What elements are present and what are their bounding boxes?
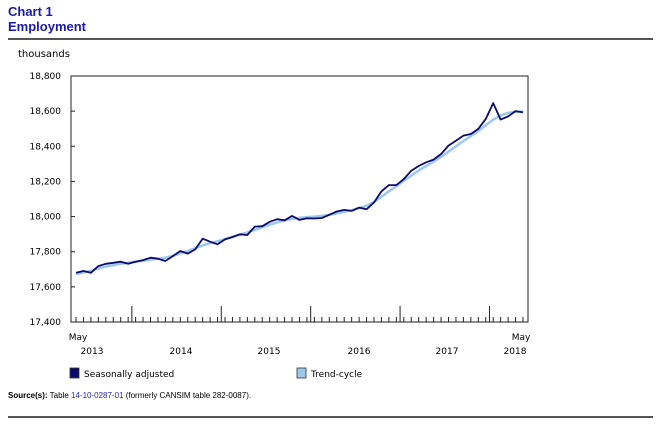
source-label: Source(s): <box>8 391 48 400</box>
series-line-seasonally-adjusted <box>75 102 524 274</box>
source-table-link[interactable]: 14-10-0287-01 <box>71 391 124 400</box>
legend-label: Trend-cycle <box>310 370 363 380</box>
source-suffix: (formerly CANSIM table 282-0087). <box>123 391 252 400</box>
legend-swatch <box>69 367 80 379</box>
source-prefix: Table <box>49 391 71 400</box>
y-tick-label: 18,600 <box>30 107 62 117</box>
chart-title: Employment <box>8 19 87 34</box>
y-tick-label: 17,400 <box>30 318 62 328</box>
series-line-trend-cycle <box>75 110 524 276</box>
plot-frame <box>70 75 529 323</box>
x-month-label: May <box>512 333 531 343</box>
legend-swatch <box>296 367 307 379</box>
y-tick-label: 18,800 <box>30 72 62 82</box>
y-tick-label: 17,600 <box>30 283 62 293</box>
legend-label: Seasonally adjusted <box>84 370 174 380</box>
x-year-label: 2013 <box>81 347 104 357</box>
source-note: Source(s): Table 14-10-0287-01 (formerly… <box>8 391 251 400</box>
x-year-label: 2015 <box>258 347 281 357</box>
y-tick-label: 18,400 <box>30 142 62 152</box>
y-tick-label: 17,800 <box>30 248 62 258</box>
bottom-divider <box>8 416 653 418</box>
y-axis-label: thousands <box>18 49 70 60</box>
x-year-label: 2016 <box>348 347 371 357</box>
y-tick-label: 18,000 <box>30 213 62 223</box>
x-month-label: May <box>69 333 88 343</box>
y-tick-label: 18,200 <box>30 177 62 187</box>
chart-number: Chart 1 <box>8 4 53 19</box>
x-year-label: 2017 <box>436 347 459 357</box>
top-divider <box>8 38 653 40</box>
x-year-label: 2014 <box>170 347 193 357</box>
x-year-label: 2018 <box>504 347 527 357</box>
